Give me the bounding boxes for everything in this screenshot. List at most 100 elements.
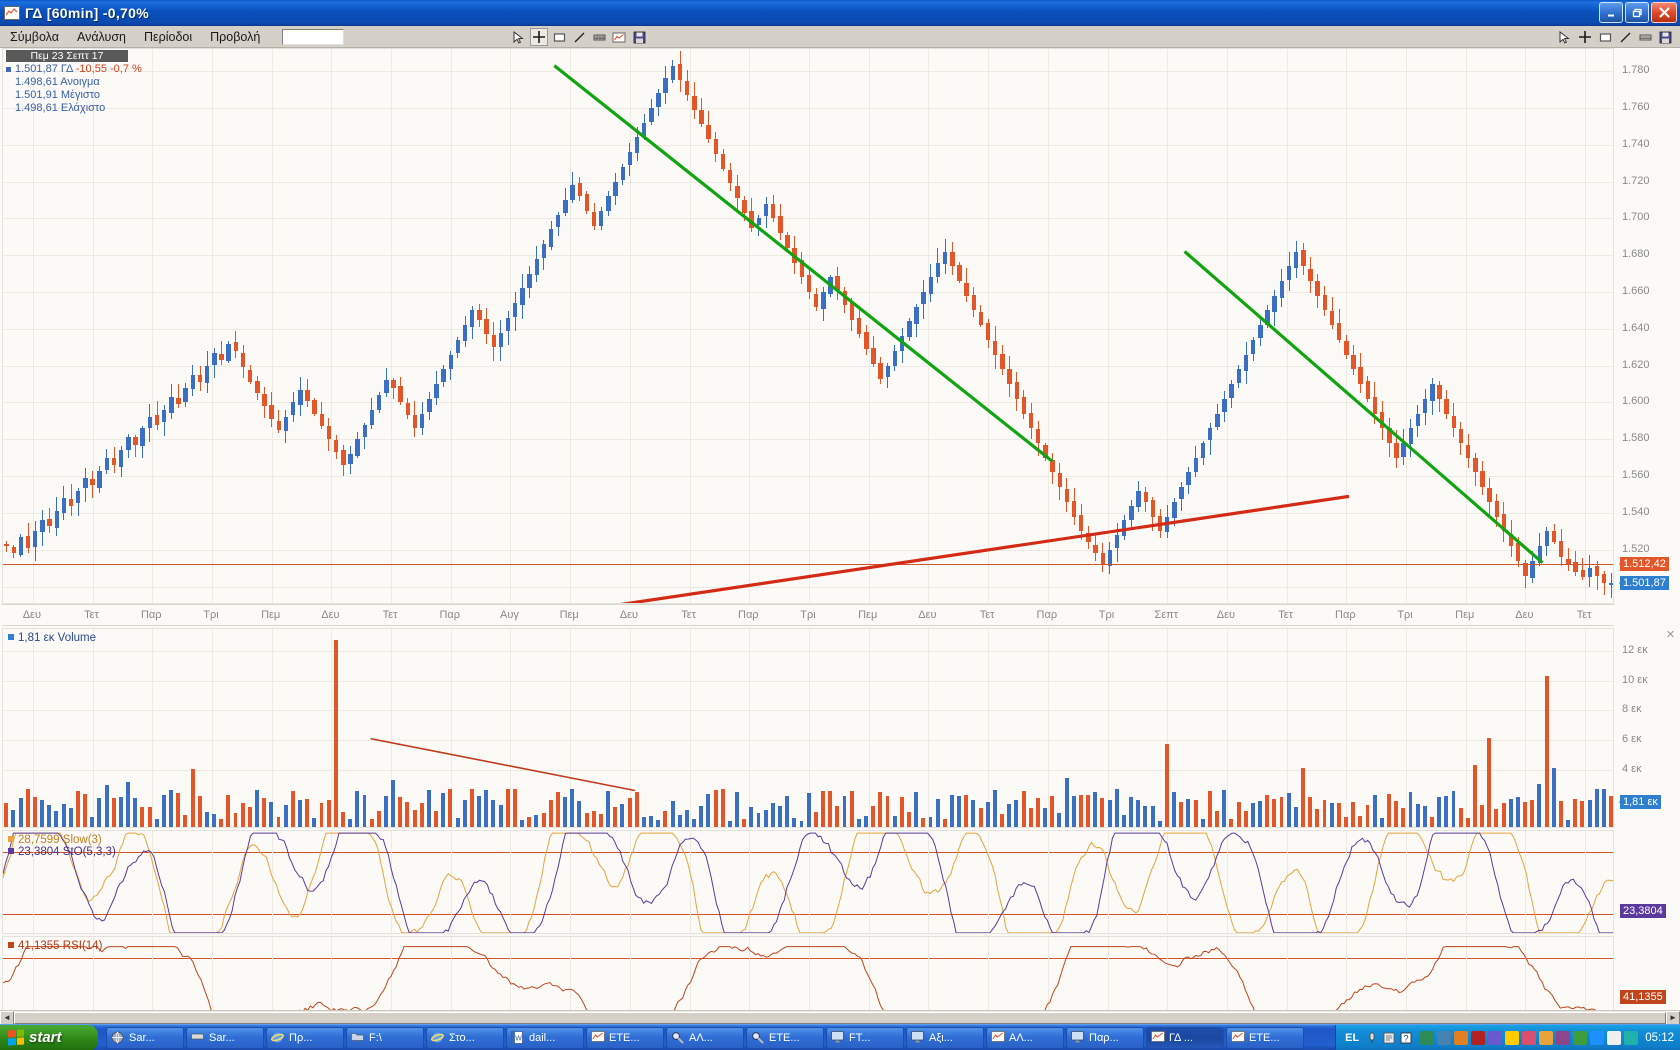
- taskbar-item-10[interactable]: Αξι...: [906, 1026, 984, 1049]
- candle-body: [176, 397, 181, 405]
- volume-bar: [1365, 804, 1370, 827]
- taskbar-item-6[interactable]: ΕΤΕ...: [586, 1026, 664, 1049]
- date-axis-tick: Δευ: [1216, 609, 1236, 621]
- trendline-icon[interactable]: [570, 28, 588, 46]
- tray-icon-2[interactable]: [1437, 1030, 1452, 1045]
- taskbar-clock[interactable]: 05:12: [1645, 1031, 1674, 1044]
- scroll-right-arrow-icon[interactable]: ►: [1666, 1010, 1680, 1025]
- volume-bar: [699, 806, 704, 827]
- price-plot-area[interactable]: [2, 48, 1614, 604]
- taskbar-item-13[interactable]: ΓΔ ...: [1146, 1026, 1224, 1049]
- restore-button[interactable]: [1625, 2, 1649, 23]
- taskbar-item-3[interactable]: F:\: [346, 1026, 424, 1049]
- taskbar-item-0[interactable]: Sar...: [106, 1026, 184, 1049]
- menu-symbols[interactable]: Σύμβολα: [10, 29, 59, 44]
- tray-icon-4[interactable]: [1471, 1030, 1486, 1045]
- candle-body: [1265, 310, 1270, 325]
- crosshair-icon-2[interactable]: [1576, 28, 1594, 46]
- candle-body: [1544, 531, 1550, 547]
- taskbar-item-14[interactable]: ΕΤΕ...: [1226, 1026, 1304, 1049]
- rectangle-icon[interactable]: [550, 28, 568, 46]
- candle-body: [935, 262, 941, 278]
- horizontal-scrollbar[interactable]: ◄ ►: [0, 1010, 1680, 1025]
- symbol-input[interactable]: [282, 28, 345, 45]
- candle-body: [1043, 444, 1048, 458]
- save-icon[interactable]: [630, 28, 648, 46]
- volume-downtrend[interactable]: [370, 737, 636, 792]
- volume-bar: [964, 794, 969, 827]
- tray-icon-12[interactable]: [1607, 1030, 1622, 1045]
- slow-value: 28,7599: [18, 834, 60, 846]
- rsi-gridline: [1047, 937, 1049, 1031]
- grid-icon[interactable]: [590, 28, 608, 46]
- candle-body: [18, 536, 24, 555]
- volume-bar: [971, 799, 976, 827]
- menu-view[interactable]: Προβολή: [210, 29, 261, 44]
- microphone-icon[interactable]: [1365, 1031, 1379, 1045]
- scroll-left-arrow-icon[interactable]: ◄: [0, 1010, 14, 1025]
- tray-icon-3[interactable]: [1454, 1030, 1469, 1045]
- support-horizontal-line[interactable]: [3, 563, 1613, 565]
- tray-icon-11[interactable]: [1590, 1030, 1605, 1045]
- candle-body: [384, 380, 389, 394]
- tray-icon-8[interactable]: [1539, 1030, 1554, 1045]
- save-icon-2[interactable]: [1656, 28, 1674, 46]
- cursor-arrow-icon[interactable]: [510, 28, 528, 46]
- tray-icon-10[interactable]: [1573, 1030, 1588, 1045]
- taskbar-item-2[interactable]: Πρ...: [266, 1026, 344, 1049]
- taskbar-item-9[interactable]: FT...: [826, 1026, 904, 1049]
- language-indicator[interactable]: EL: [1345, 1031, 1360, 1044]
- taskbar-item-4[interactable]: Στο...: [426, 1026, 504, 1049]
- globe-icon: [111, 1031, 125, 1044]
- crosshair-icon[interactable]: [530, 28, 548, 46]
- candle-body: [319, 413, 325, 427]
- candle-body: [61, 498, 67, 513]
- help-icon[interactable]: ?: [1399, 1031, 1413, 1045]
- volume-bar: [1451, 791, 1456, 827]
- volume-bar: [613, 806, 618, 827]
- tray-icon-5[interactable]: [1488, 1030, 1503, 1045]
- rectangle-icon-2[interactable]: [1596, 28, 1614, 46]
- window-controls: [1599, 2, 1677, 23]
- taskbar-item-11[interactable]: ΑΛ...: [986, 1026, 1064, 1049]
- handwriting-icon[interactable]: [1382, 1031, 1396, 1045]
- candle-body: [964, 282, 969, 296]
- taskbar-item-1[interactable]: Sar...: [186, 1026, 264, 1049]
- start-button[interactable]: start: [0, 1024, 98, 1050]
- taskbar-item-7[interactable]: ΑΛ...: [666, 1026, 744, 1049]
- scrollbar-thumb[interactable]: [14, 1011, 1666, 1024]
- taskbar-item-label: dail...: [529, 1031, 556, 1044]
- menu-analysis[interactable]: Ανάλυση: [76, 29, 127, 44]
- stochastic-plot-area[interactable]: [2, 830, 1614, 934]
- tray-icon-9[interactable]: [1556, 1030, 1571, 1045]
- candle-body: [993, 340, 998, 355]
- volume-bar: [785, 796, 790, 827]
- grid-icon-2[interactable]: [1636, 28, 1654, 46]
- cursor-arrow-icon-2[interactable]: [1556, 28, 1574, 46]
- price-gridline: [3, 549, 1613, 551]
- tray-icon-6[interactable]: [1505, 1030, 1520, 1045]
- date-axis-tick: Παρ: [439, 609, 461, 621]
- candle-body: [1143, 492, 1148, 502]
- close-icon[interactable]: ✕: [1665, 629, 1676, 641]
- candle-body: [1430, 384, 1435, 402]
- svg-text:W: W: [515, 1036, 522, 1043]
- volume-bar: [61, 803, 66, 827]
- candle-body: [190, 374, 196, 389]
- tray-icon-1[interactable]: [1420, 1030, 1435, 1045]
- tray-icon-7[interactable]: [1522, 1030, 1537, 1045]
- minimize-button[interactable]: [1599, 2, 1623, 23]
- close-button[interactable]: [1651, 2, 1677, 23]
- menu-periods[interactable]: Περίοδοι: [144, 29, 193, 44]
- green-downtrend-2[interactable]: [1183, 250, 1544, 564]
- candle-body: [1451, 415, 1457, 429]
- trendline-icon-2[interactable]: [1616, 28, 1634, 46]
- chart-icon[interactable]: [610, 28, 628, 46]
- candle-body: [455, 339, 461, 354]
- stochastic-level-line: [3, 851, 1613, 853]
- volume-plot-area[interactable]: [2, 628, 1614, 828]
- tray-icon-13[interactable]: [1624, 1030, 1639, 1045]
- taskbar-item-8[interactable]: ΕΤΕ...: [746, 1026, 824, 1049]
- taskbar-item-12[interactable]: Παρ...: [1066, 1026, 1144, 1049]
